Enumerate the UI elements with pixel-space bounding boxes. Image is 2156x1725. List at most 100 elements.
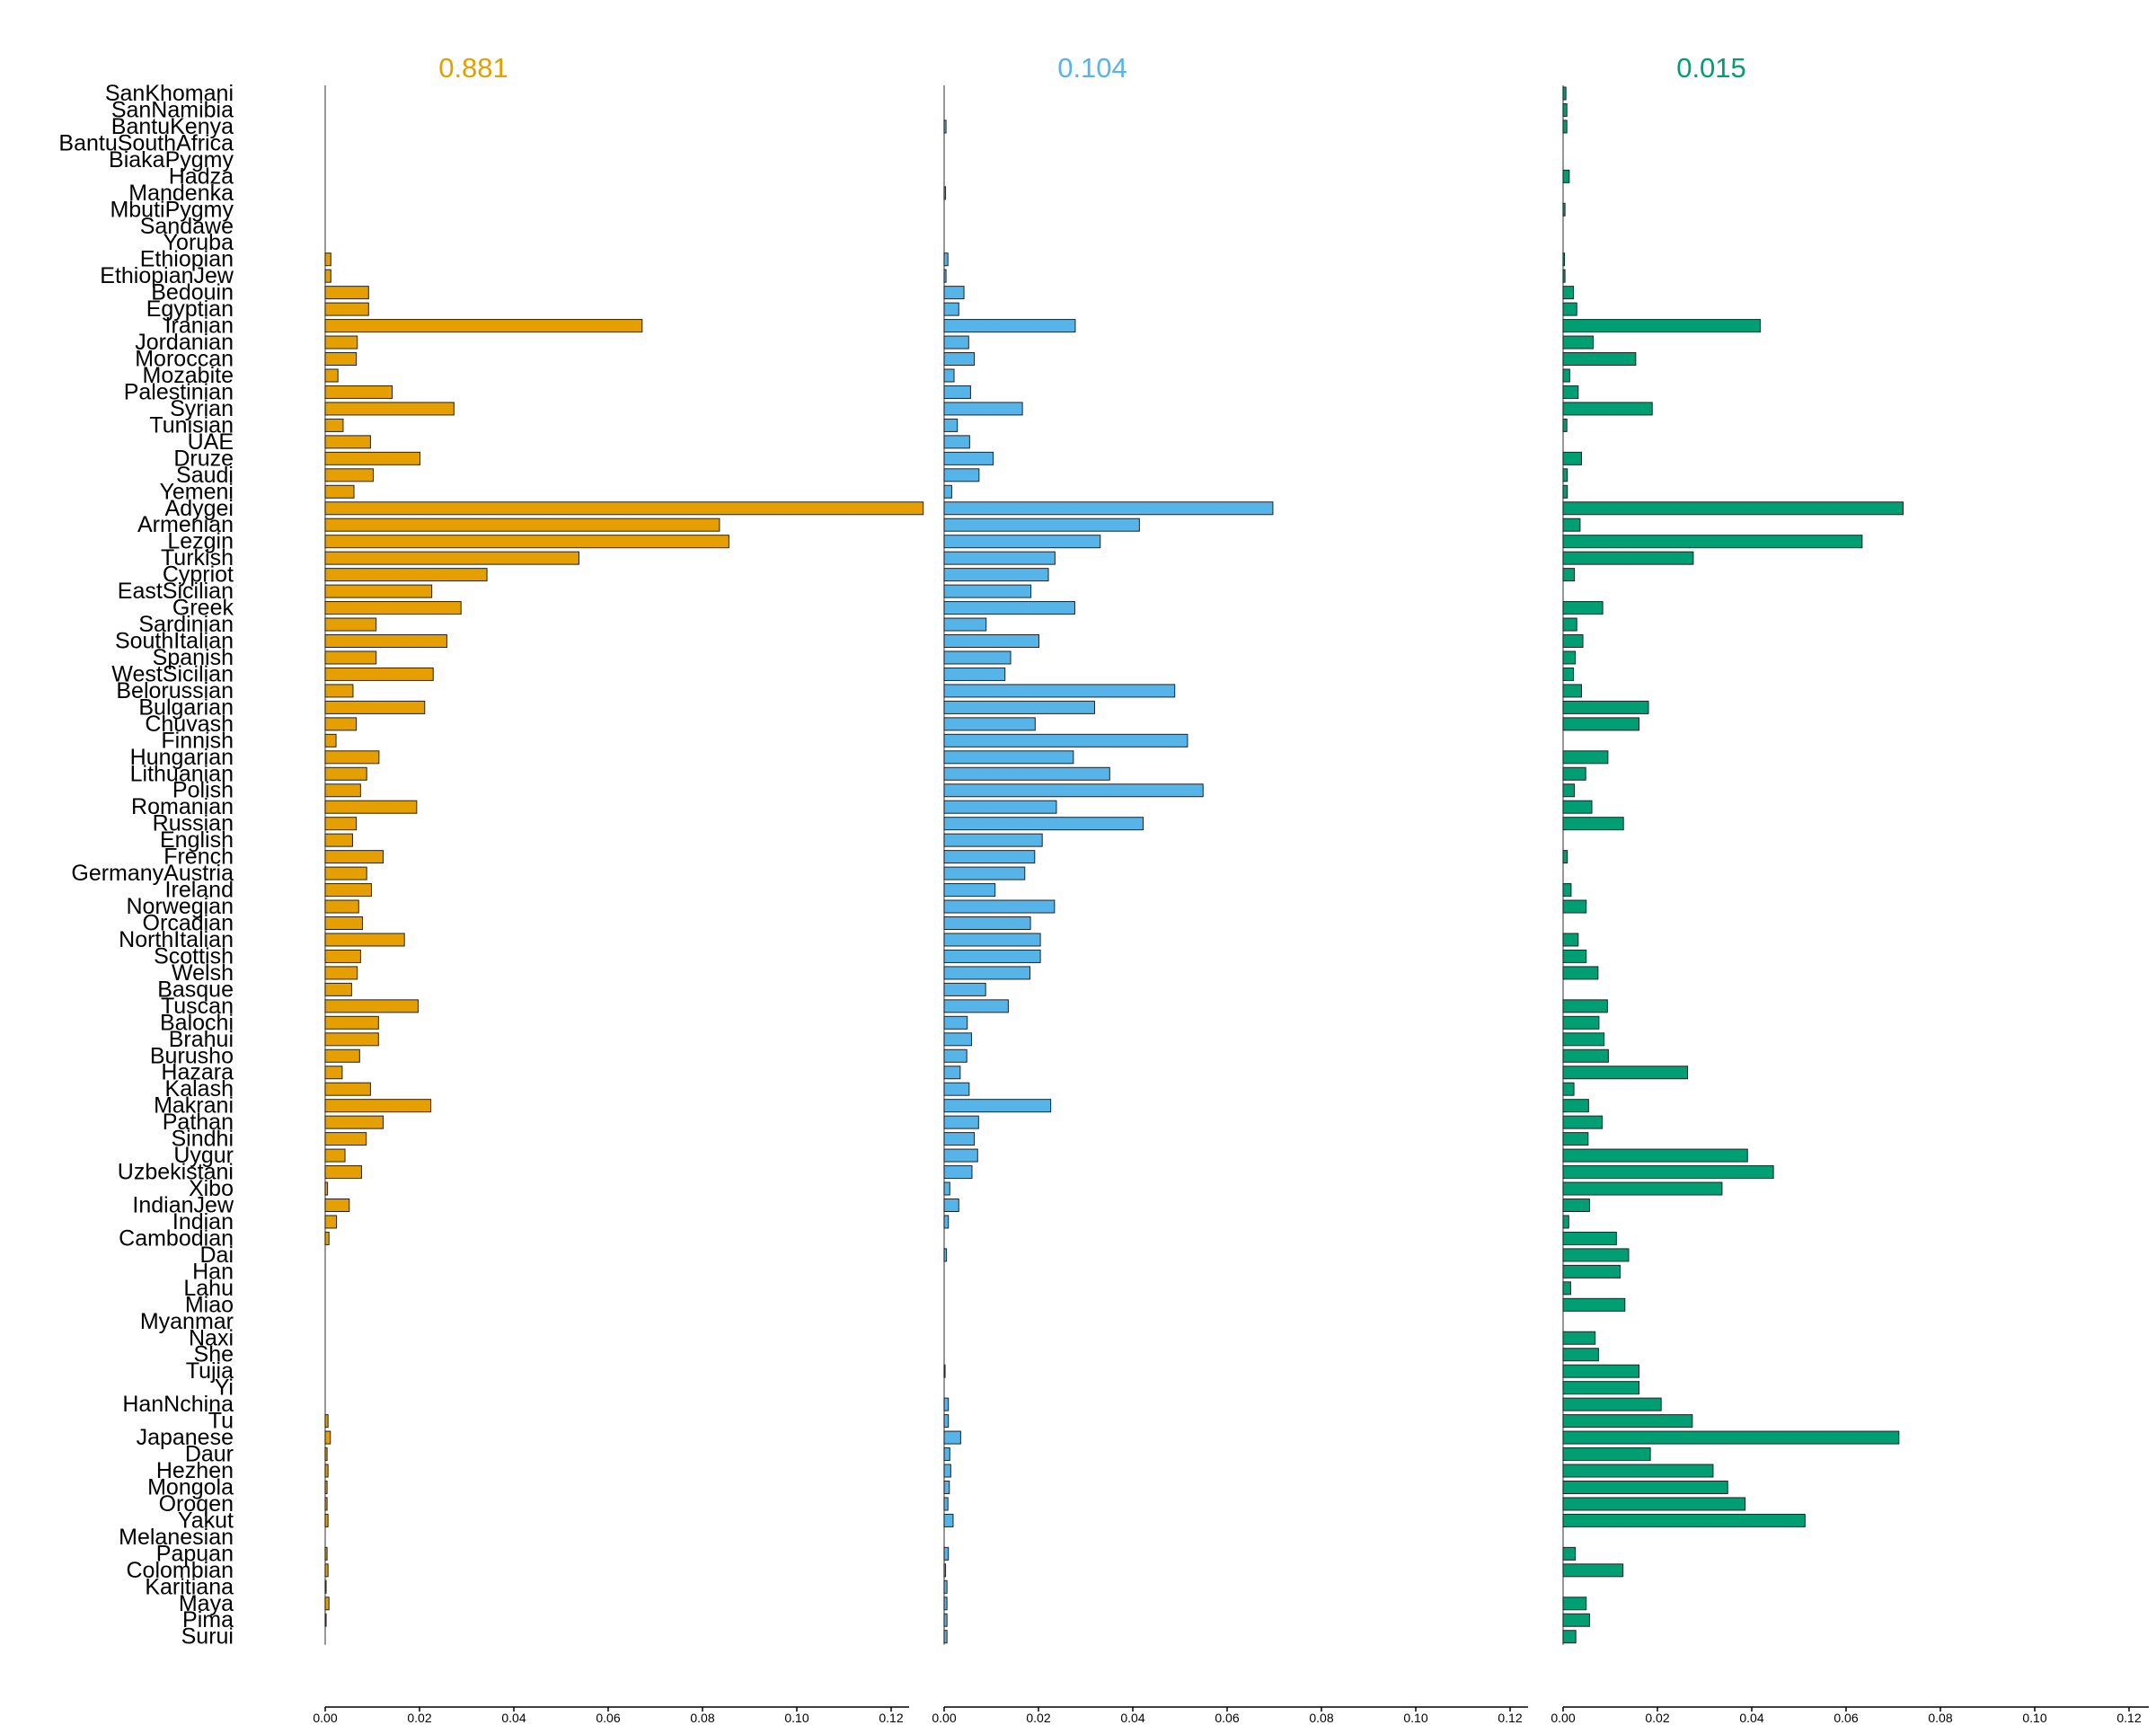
population-labels: SanKhomaniSanNamibiaBantuKenyaBantuSouth… <box>58 81 234 1650</box>
bar-Adygei <box>324 501 924 516</box>
population-label: NorthItalian <box>119 927 234 952</box>
bar-NorthItalian <box>324 933 405 947</box>
bar-IndianJew <box>943 1198 959 1212</box>
bar-Lithuanian <box>324 766 367 781</box>
bar-UAE <box>943 435 970 449</box>
population-label: SouthItalian <box>115 629 234 654</box>
bar-Uygur <box>1562 1148 1748 1163</box>
population-label: Mongola <box>147 1474 234 1499</box>
bar-Hazara <box>324 1066 343 1080</box>
bar-Japanese <box>1562 1430 1900 1445</box>
bar-Burusho <box>1562 1048 1609 1063</box>
bar-Balochi <box>324 1015 379 1030</box>
bar-Uygur <box>324 1148 346 1163</box>
population-label: EastSicilian <box>118 579 234 604</box>
tick-label: 0.10 <box>1403 1711 1427 1725</box>
bar-IndianJew <box>324 1198 350 1212</box>
bar-Balochi <box>1562 1015 1600 1030</box>
bar-Bulgarian <box>943 700 1095 714</box>
bar-Karitiana <box>943 1579 948 1594</box>
population-label: Chuvash <box>145 712 234 737</box>
bar-NorthItalian <box>943 933 1041 947</box>
bar-Romanian <box>324 800 418 814</box>
bar-Burusho <box>943 1048 968 1063</box>
population-label: Sindhi <box>172 1127 234 1152</box>
bar-Egyptian <box>324 302 369 316</box>
population-label: Yemeni <box>160 479 234 504</box>
bar-Ireland <box>324 883 372 898</box>
population-label: Uzbekistani <box>118 1160 234 1185</box>
population-label: Ethiopian <box>140 247 234 272</box>
bar-Maya <box>324 1597 330 1611</box>
population-label: BantuSouthAfrica <box>58 130 234 155</box>
population-label: Xibo <box>189 1176 234 1201</box>
population-label: Tujia <box>186 1358 234 1384</box>
bar-Iranian <box>943 319 1076 333</box>
bar-Oroqen <box>1562 1497 1746 1511</box>
population-label: Daur <box>185 1442 234 1467</box>
bar-Brahui <box>324 1032 379 1047</box>
tick-label: 0.08 <box>690 1711 714 1725</box>
bar-Hezhen <box>943 1464 951 1478</box>
bar-Chuvash <box>1562 717 1640 731</box>
bar-Scottish <box>324 949 361 963</box>
population-label: Naxi <box>189 1325 234 1350</box>
population-label: Spanish <box>153 645 234 670</box>
population-label: Scottish <box>154 943 234 969</box>
bar-Kalash <box>943 1082 970 1096</box>
bar-Japanese <box>943 1430 961 1445</box>
population-label: English <box>160 827 234 853</box>
bar-Bedouin <box>1562 286 1575 300</box>
tick-label: 0.06 <box>596 1711 620 1725</box>
panel-2: 0.104 0.00 0.02 0.04 0.06 0.08 0.10 0.12 <box>932 52 1528 1725</box>
bar-Cypriot <box>943 568 1049 582</box>
bar-Papuan <box>324 1546 328 1561</box>
bar-UAE <box>324 435 371 449</box>
tick-label: 0.08 <box>1928 1711 1952 1725</box>
bar-Tu <box>324 1414 329 1429</box>
bar-Jordanian <box>1562 335 1595 349</box>
population-label: UAE <box>188 429 234 455</box>
bar-English <box>324 833 353 847</box>
bar-Palestinian <box>324 385 393 399</box>
bar-Druze <box>1562 451 1582 465</box>
bar-Tuscan <box>943 999 1009 1013</box>
bar-NorthItalian <box>1562 933 1579 947</box>
population-label: Egyptian <box>146 296 234 322</box>
bar-Tujia <box>943 1364 946 1378</box>
population-label: Saudi <box>176 463 234 488</box>
bar-Welsh <box>324 966 358 980</box>
tick-label: 0.06 <box>1215 1711 1239 1725</box>
bar-Finnish <box>324 733 337 748</box>
population-label: Hungarian <box>130 745 234 770</box>
bar-Scottish <box>943 949 1041 963</box>
population-label: Greek <box>172 596 234 621</box>
bar-Moroccan <box>324 352 358 367</box>
bar-Ethiopian <box>943 252 949 267</box>
bar-Makrani <box>324 1099 432 1113</box>
population-label: Tuscan <box>161 994 234 1019</box>
bar-Saudi <box>943 468 980 482</box>
bar-Belorussian <box>324 684 354 698</box>
bar-Romanian <box>1562 800 1593 814</box>
population-label: Yoruba <box>163 230 234 255</box>
bar-Syrian <box>943 402 1023 416</box>
bar-BantuKenya <box>1562 119 1568 134</box>
bar-Hungarian <box>324 750 380 765</box>
population-label: Orcadian <box>143 911 234 936</box>
population-label: Balochi <box>160 1010 234 1035</box>
population-label: GermanyAustria <box>71 861 234 886</box>
population-label: BiakaPygmy <box>109 147 234 172</box>
bar-Surui <box>1562 1630 1577 1644</box>
bar-Yemeni <box>1562 484 1568 499</box>
bar-French <box>943 850 1036 864</box>
population-label: Tu <box>208 1409 234 1434</box>
bar-Tu <box>943 1414 950 1429</box>
bar-Yemeni <box>943 484 952 499</box>
bar-SouthItalian <box>324 634 447 649</box>
population-label: Ireland <box>165 878 234 903</box>
population-label: She <box>194 1342 234 1367</box>
bar-Hungarian <box>943 750 1074 765</box>
population-label: Hazara <box>161 1060 234 1085</box>
population-label: Hezhen <box>156 1458 234 1483</box>
